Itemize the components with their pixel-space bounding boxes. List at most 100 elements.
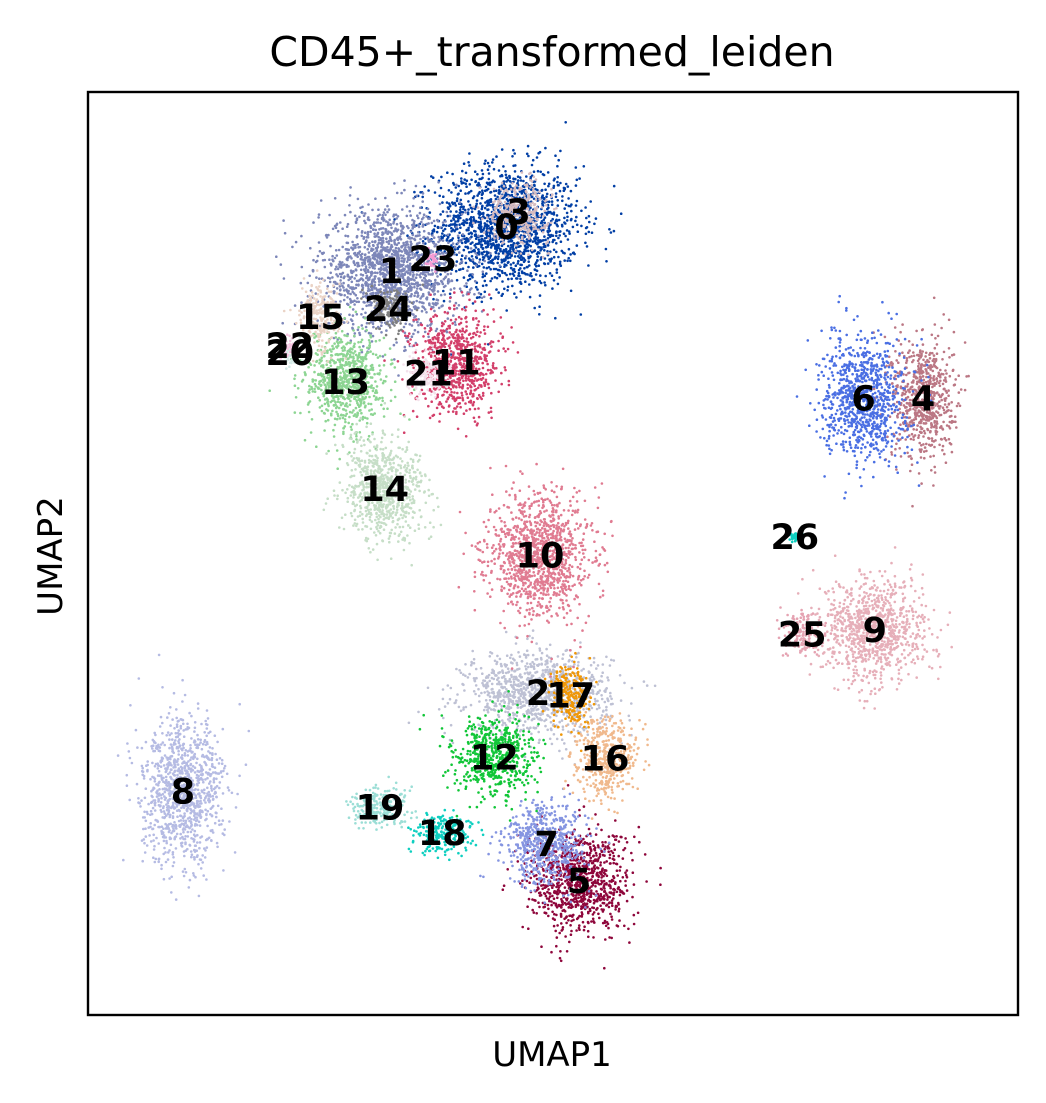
cluster-point [453,320,457,324]
cluster-point [477,210,481,213]
cluster-point [485,266,489,270]
cluster-point [534,198,538,201]
cluster-point [546,240,550,243]
cluster-point [497,676,500,680]
cluster-point [541,255,545,259]
cluster-point [512,241,516,245]
cluster-point [564,748,568,751]
cluster-point [434,329,438,333]
cluster-point [401,208,404,211]
cluster-point [489,279,492,283]
cluster-point [355,283,358,287]
cluster-point [329,271,333,275]
cluster-point [476,288,479,291]
cluster-point [536,255,540,258]
cluster-point [520,171,524,174]
cluster-point [546,262,550,265]
cluster-point [448,300,452,303]
cluster-point [477,723,480,726]
cluster-point [419,206,422,209]
cluster-point [433,191,437,194]
cluster-point [471,649,475,653]
cluster-point [920,427,923,431]
cluster-point [522,697,526,700]
cluster-point [363,261,367,265]
cluster-point [487,243,490,247]
cluster-point [454,186,458,189]
cluster-point [497,680,501,684]
cluster-point [300,234,303,238]
cluster-point [360,252,364,256]
cluster-point [535,264,538,268]
cluster-point [317,216,320,219]
cluster-point [414,291,417,295]
cluster-point [500,269,504,273]
cluster-point [518,176,522,179]
cluster-point [534,235,537,239]
cluster-point [344,234,347,238]
cluster-point [430,221,434,225]
cluster-point [390,226,393,230]
cluster-point [457,184,461,188]
cluster-point [578,177,581,180]
cluster-point [520,659,524,663]
cluster-point [467,257,471,260]
cluster-point [454,220,457,223]
cluster-point [517,259,520,263]
cluster-point [936,402,939,406]
cluster-point [537,730,540,734]
cluster-point [470,225,474,228]
cluster-point [488,183,491,186]
cluster-point [512,695,515,699]
cluster-point [515,277,518,280]
cluster-point [472,205,475,209]
cluster-point [601,710,605,713]
cluster-point [497,695,501,698]
cluster-point [474,219,478,223]
cluster-point [570,217,573,221]
cluster-point [381,248,384,252]
cluster-point [525,240,529,244]
cluster-point [397,374,400,377]
cluster-point [432,229,436,233]
cluster-point [459,189,463,192]
cluster-point [481,672,484,675]
cluster-point [502,207,506,210]
cluster-point [500,261,504,264]
cluster-point [548,643,552,647]
cluster-point [316,254,320,258]
cluster-point [335,273,338,276]
cluster-point [365,274,369,278]
cluster-point [373,271,377,275]
cluster-point [341,264,344,267]
cluster-point [627,714,631,718]
cluster-point [923,446,927,449]
cluster-point [449,288,453,291]
cluster-point [486,708,490,712]
cluster-point [547,200,551,203]
cluster-point [458,201,462,204]
cluster-point [536,242,539,246]
cluster-point [361,211,364,215]
cluster-point [595,707,599,711]
cluster-point [482,708,486,712]
cluster-point [447,189,451,192]
cluster-point [564,234,567,238]
cluster-point [474,242,478,246]
cluster-point [451,741,455,745]
cluster-point [339,293,343,297]
cluster-point [511,703,515,706]
cluster-point [331,276,334,279]
cluster-point [526,249,530,253]
cluster-point [472,728,476,731]
cluster-point [490,277,494,280]
cluster-point [486,683,489,686]
cluster-point [538,190,541,193]
cluster-point [363,212,367,215]
cluster-point [503,680,507,683]
cluster-point [472,221,475,225]
cluster-point [395,341,398,344]
cluster-point [540,220,544,223]
cluster-point [543,249,546,252]
cluster-point [947,347,951,350]
